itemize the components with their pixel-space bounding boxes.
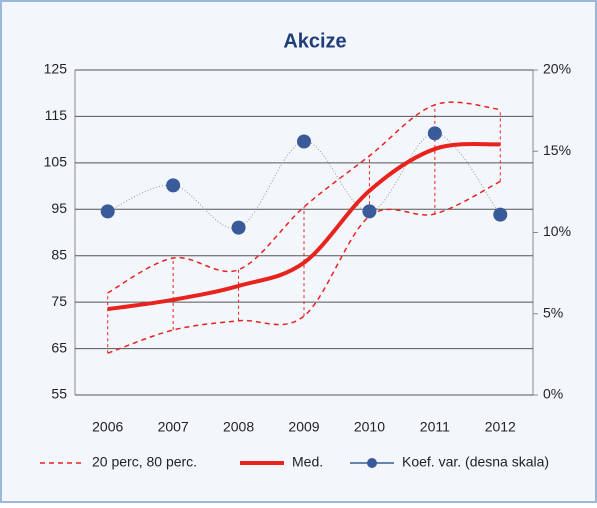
y-tick-label: 125: [44, 61, 68, 77]
y2-tick-label: 15%: [543, 142, 571, 158]
band-line: [107, 101, 501, 294]
y-tick-label: 75: [51, 293, 67, 309]
legend-label: Koef. var. (desna skala): [402, 454, 549, 470]
median-line: [107, 141, 501, 312]
band-line: [107, 180, 501, 354]
y-tick-label: 95: [51, 200, 67, 216]
x-tick-label: 2010: [354, 419, 385, 435]
y2-tick-label: 10%: [543, 223, 571, 239]
cv-point: [427, 126, 442, 141]
x-tick-label: 2008: [223, 419, 254, 435]
chart-title: Akcize: [283, 30, 346, 52]
x-tick-label: 2006: [92, 419, 123, 435]
cv-point: [166, 178, 181, 193]
y2-tick-label: 20%: [543, 61, 571, 77]
cv-point: [493, 207, 508, 222]
cv-point: [362, 204, 377, 219]
cv-point: [231, 220, 246, 235]
x-tick-label: 2011: [420, 419, 450, 435]
legend-swatch: [367, 458, 377, 468]
cv-point: [297, 134, 311, 149]
y-tick-label: 55: [51, 386, 67, 402]
y2-tick-label: 5%: [543, 304, 563, 320]
x-tick-label: 2009: [288, 419, 319, 435]
cv-point: [100, 204, 115, 219]
x-tick-label: 2007: [158, 419, 189, 435]
y-tick-label: 85: [51, 246, 67, 262]
y-tick-label: 115: [45, 107, 68, 123]
x-tick-label: 2012: [485, 419, 516, 435]
y-tick-label: 65: [51, 339, 67, 355]
legend-label: 20 perc, 80 perc.: [92, 454, 197, 470]
y-tick-label: 105: [44, 154, 68, 170]
y2-tick-label: 0%: [543, 386, 563, 402]
legend-label: Med.: [292, 454, 323, 470]
